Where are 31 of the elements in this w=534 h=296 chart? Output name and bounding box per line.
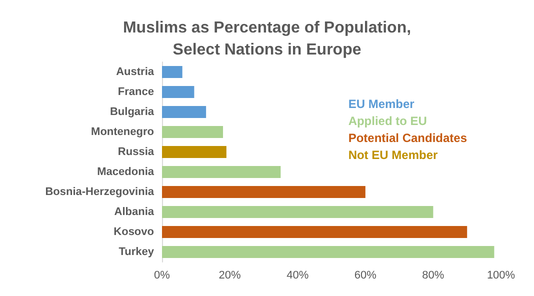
y-tick-label: Macedonia bbox=[97, 166, 155, 178]
bar bbox=[162, 146, 226, 158]
y-tick-label: Turkey bbox=[118, 246, 155, 258]
x-tick-label: 80% bbox=[422, 270, 444, 282]
bar bbox=[162, 226, 468, 238]
x-tick-label: 20% bbox=[218, 270, 242, 282]
y-tick-label: Bulgaria bbox=[110, 106, 155, 118]
bar bbox=[162, 126, 224, 138]
bar bbox=[162, 86, 194, 98]
y-tick-label: Albania bbox=[114, 206, 155, 218]
bar bbox=[162, 206, 434, 218]
y-tick-label: Russia bbox=[118, 146, 155, 158]
y-tick-label: Bosnia-Herzegovinia bbox=[45, 186, 155, 198]
bar bbox=[162, 66, 182, 78]
x-tick-label: 100% bbox=[486, 270, 516, 282]
bar bbox=[162, 186, 366, 198]
chart-title: Muslims as Percentage of Population, Select Nations in Europe bbox=[122, 20, 412, 58]
bar bbox=[162, 166, 281, 178]
y-tick-label: France bbox=[118, 86, 154, 98]
y-tick-label: Montenegro bbox=[91, 126, 154, 138]
text: EU Member bbox=[348, 97, 415, 111]
text: Not EU Member bbox=[348, 148, 438, 162]
x-tick-label: 0% bbox=[154, 270, 170, 282]
x-tick-label: 40% bbox=[286, 270, 309, 282]
text: Applied to EU bbox=[348, 114, 427, 128]
bar bbox=[162, 246, 494, 258]
x-tick-label: 60% bbox=[354, 270, 377, 282]
bar bbox=[162, 106, 206, 118]
text: Potential Candidates bbox=[348, 131, 468, 145]
y-tick-label: Austria bbox=[116, 66, 155, 78]
y-tick-label: Kosovo bbox=[114, 226, 154, 238]
